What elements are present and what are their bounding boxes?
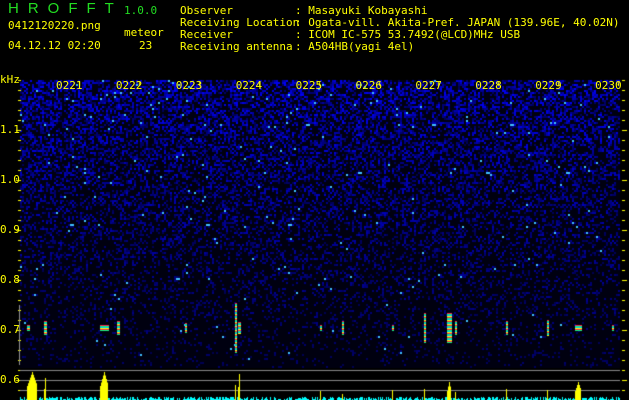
spectrogram: [0, 70, 629, 400]
file-name: 0412120220.png: [8, 19, 101, 32]
time-tick-label: 0224: [235, 79, 263, 92]
freq-tick-label: 0.8: [0, 273, 20, 286]
info-value: : ICOM IC-575 53.7492(@LCD)MHz USB: [295, 28, 521, 41]
meteor-label: meteor: [124, 26, 164, 39]
info-label: Receiver: [180, 28, 233, 41]
time-tick-label: 0228: [475, 79, 502, 92]
freq-tick-label: 0.9: [0, 223, 20, 236]
info-value: : A504HB(yagi 4el): [295, 40, 415, 53]
time-tick-label: 0221: [56, 79, 83, 92]
freq-tick-label: 0.6: [0, 373, 20, 386]
freq-tick-label: 1.1: [0, 123, 20, 136]
info-label: Receiving Location: [180, 16, 300, 29]
freq-unit-label: kHz: [0, 73, 20, 86]
time-tick-label: 0223: [175, 79, 203, 92]
time-tick-label: 0225: [295, 79, 323, 92]
info-label: Observer: [180, 4, 233, 17]
freq-tick-label: 1.0: [0, 173, 20, 186]
time-tick-label: 0227: [415, 79, 442, 92]
app-version: 1.0.0: [124, 4, 158, 17]
info-value: : Masayuki Kobayashi: [295, 4, 428, 17]
info-label: Receiving antenna: [180, 40, 293, 53]
time-tick-label: 0222: [115, 79, 143, 92]
meteor-count: 23: [139, 39, 153, 52]
time-tick-label: 0229: [535, 79, 562, 92]
time-tick-label: 0230: [595, 79, 622, 92]
freq-tick-label: 0.7: [0, 323, 20, 336]
app-title: HROFFT: [8, 0, 123, 17]
time-tick-label: 0226: [355, 79, 383, 92]
file-datetime: 04.12.12 02:20: [8, 39, 101, 52]
info-value: : Ogata-vill. Akita-Pref. JAPAN (139.96E…: [295, 16, 620, 29]
